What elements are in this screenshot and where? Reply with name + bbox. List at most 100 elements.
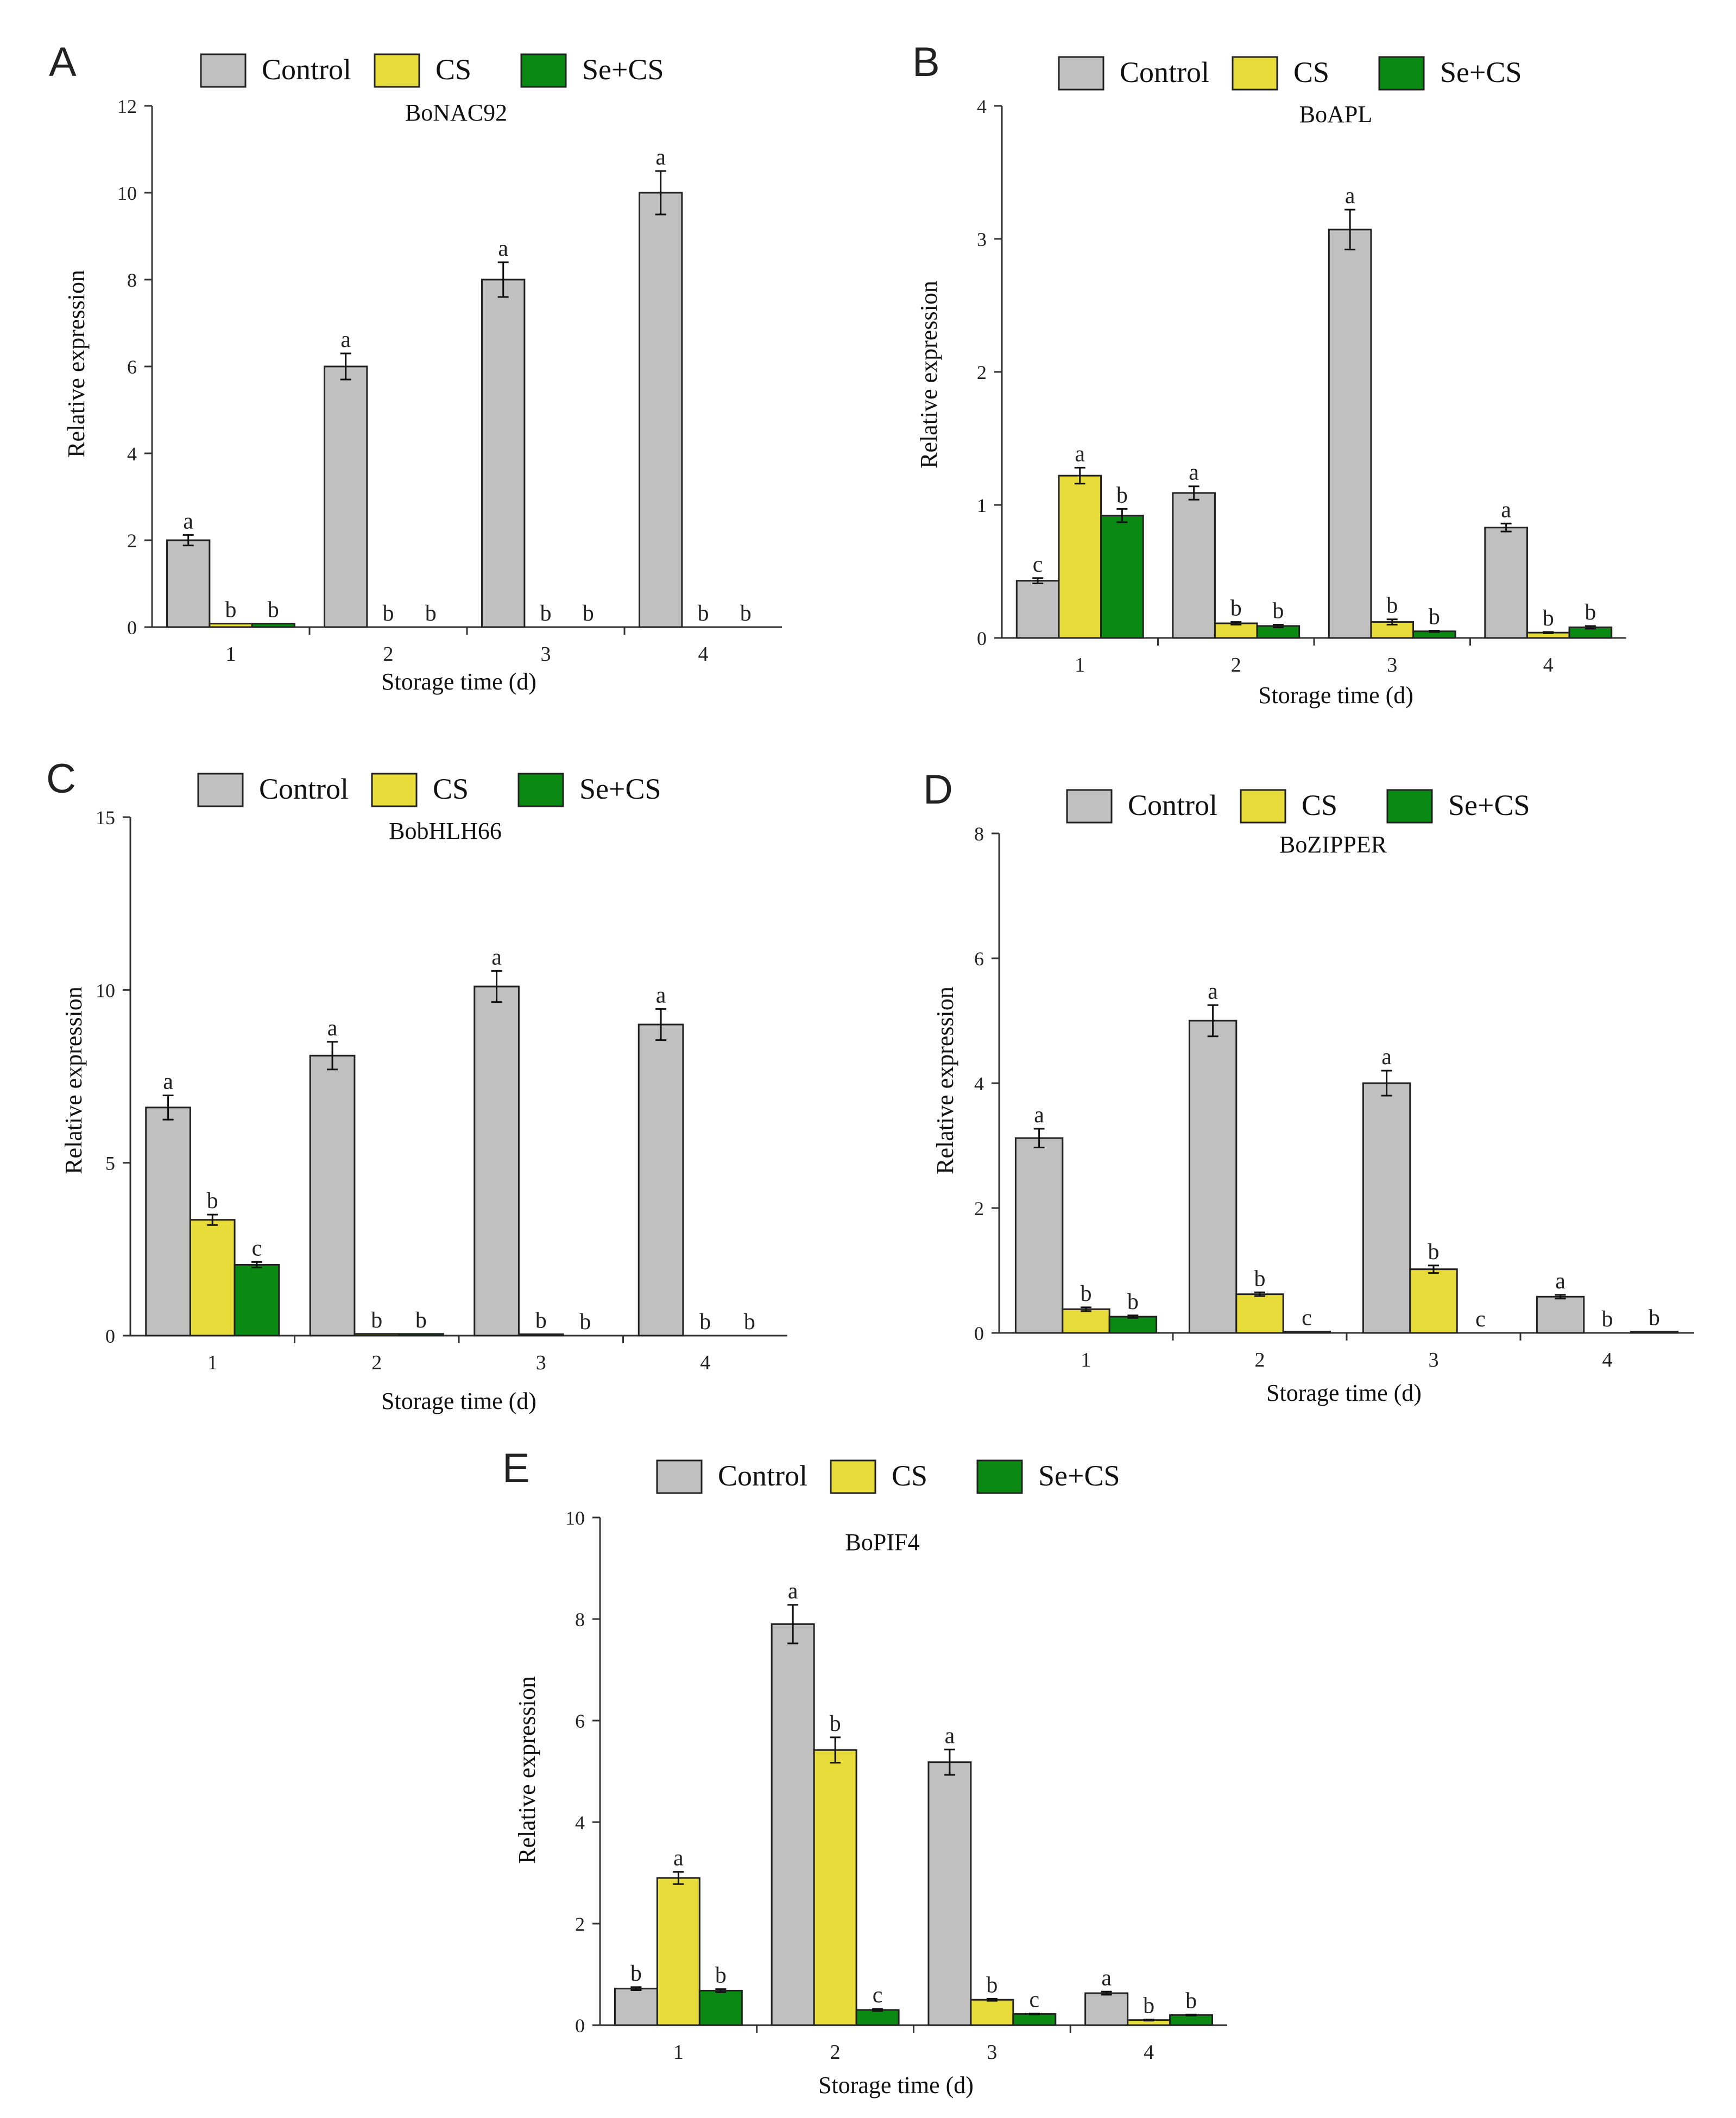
significance-letter: c (1475, 1307, 1486, 1332)
significance-letter: a (498, 236, 508, 261)
significance-letter: b (1428, 1240, 1440, 1265)
significance-letter: b (1230, 596, 1242, 621)
significance-letter: a (1381, 1045, 1392, 1070)
bar-se-cs-1 (251, 623, 295, 628)
significance-letter: b (225, 598, 237, 623)
significance-letter: b (535, 1308, 547, 1333)
y-tick-label: 4 (974, 1073, 984, 1095)
significance-letter: a (673, 1846, 684, 1871)
legend-label: CS (1293, 56, 1329, 88)
bar-se-cs-1 (1100, 515, 1144, 639)
bar-cs-2 (813, 1749, 857, 2026)
significance-letter: a (183, 509, 193, 534)
y-axis-label: Relative expression (916, 281, 942, 469)
y-axis-label: Relative expression (63, 270, 90, 458)
significance-letter: a (1345, 184, 1355, 208)
y-tick-label: 8 (575, 1609, 585, 1630)
x-tick-label: 2 (383, 643, 394, 666)
panel-label: C (46, 756, 76, 802)
significance-letter: a (1555, 1269, 1565, 1294)
x-tick-label: 1 (1081, 1349, 1091, 1371)
bar-cs-3 (517, 1333, 564, 1337)
significance-letter: b (425, 601, 437, 626)
significance-letter: b (740, 601, 752, 626)
x-tick-label: 3 (1387, 654, 1397, 677)
significance-letter: a (163, 1070, 173, 1095)
significance-letter: b (699, 1310, 711, 1335)
y-tick-label: 4 (127, 443, 137, 465)
x-axis-label: Storage time (d) (381, 1388, 536, 1414)
panel-label: E (502, 1445, 530, 1491)
significance-letter: a (1189, 460, 1199, 485)
y-tick-label: 2 (977, 362, 987, 383)
x-axis-label: Storage time (d) (1258, 682, 1413, 709)
bar-cs-1 (209, 623, 253, 628)
y-tick-label: 10 (96, 979, 115, 1001)
significance-letter: b (268, 598, 279, 623)
bar-cs-2 (353, 1333, 400, 1337)
significance-letter: c (1033, 552, 1043, 577)
y-tick-label: 6 (127, 356, 137, 378)
bar-control-1 (145, 1107, 191, 1337)
bar-se-cs-1 (233, 1263, 280, 1337)
significance-letter: a (788, 1579, 798, 1604)
bar-cs-1 (656, 1877, 700, 2026)
legend-label: Se+CS (1038, 1459, 1120, 1492)
significance-letter: b (1649, 1306, 1660, 1331)
bar-control-2 (324, 365, 368, 628)
x-axis-label: Storage time (d) (818, 2072, 974, 2098)
legend-swatch-cs (1240, 789, 1286, 824)
x-tick-label: 4 (1543, 654, 1554, 677)
chart-title: BobHLH66 (389, 818, 502, 844)
legend-label: Control (1128, 789, 1217, 821)
y-tick-label: 8 (974, 823, 984, 845)
y-axis-label: Relative expression (514, 1676, 540, 1864)
bar-control-1 (614, 1988, 658, 2026)
bar-cs-1 (1058, 475, 1102, 639)
legend-label: CS (1302, 789, 1337, 821)
y-tick-label: 2 (127, 530, 137, 552)
legend-label: Control (1120, 56, 1209, 88)
significance-letter: b (744, 1310, 755, 1335)
legend: Control CS Se+CS (1066, 789, 1530, 824)
panel-label: B (912, 39, 940, 85)
bar-cs-2 (1214, 622, 1258, 639)
legend-label: Control (262, 53, 351, 86)
significance-letter: b (579, 1310, 591, 1335)
panel-d: D Control CS Se+CS BoZIPPER 0 2 4 6 8 1 a b b 2 a b c 3 a b c… (923, 767, 1694, 1406)
x-tick-label: 4 (1144, 2041, 1154, 2064)
bar-se-cs-2 (1282, 1331, 1331, 1334)
y-tick-label: 8 (127, 269, 137, 291)
bar-control-2 (1188, 1020, 1238, 1334)
legend-label: CS (433, 773, 469, 805)
chart-title: BoZIPPER (1279, 831, 1387, 858)
significance-letter: b (383, 601, 394, 626)
bar-se-cs-4 (1630, 1331, 1679, 1334)
significance-letter: a (327, 1016, 338, 1041)
legend-swatch-control (197, 773, 244, 807)
significance-letter: b (1081, 1281, 1092, 1306)
bar-cs-3 (970, 1999, 1014, 2026)
y-tick-label: 2 (575, 1913, 585, 1935)
significance-letter: c (252, 1236, 262, 1261)
y-tick-label: 0 (127, 617, 137, 638)
x-tick-label: 3 (536, 1351, 546, 1374)
significance-letter: a (1034, 1103, 1044, 1128)
x-tick-label: 2 (371, 1351, 382, 1374)
significance-letter: b (415, 1308, 427, 1333)
legend: Control CS Se+CS (1058, 56, 1522, 91)
significance-letter: b (207, 1188, 218, 1213)
significance-letter: a (491, 945, 502, 970)
x-tick-label: 3 (1429, 1349, 1439, 1371)
chart-title: BoPIF4 (845, 1529, 920, 1556)
significance-letter: a (1075, 441, 1085, 466)
legend-label: Se+CS (582, 53, 664, 86)
legend-swatch-control (656, 1459, 703, 1494)
y-tick-label: 5 (105, 1153, 115, 1174)
significance-letter: a (655, 145, 666, 170)
chart-title: BoNAC92 (405, 99, 507, 126)
bar-control-3 (481, 279, 526, 628)
bar-control-2 (309, 1054, 356, 1337)
y-tick-label: 1 (977, 495, 987, 516)
